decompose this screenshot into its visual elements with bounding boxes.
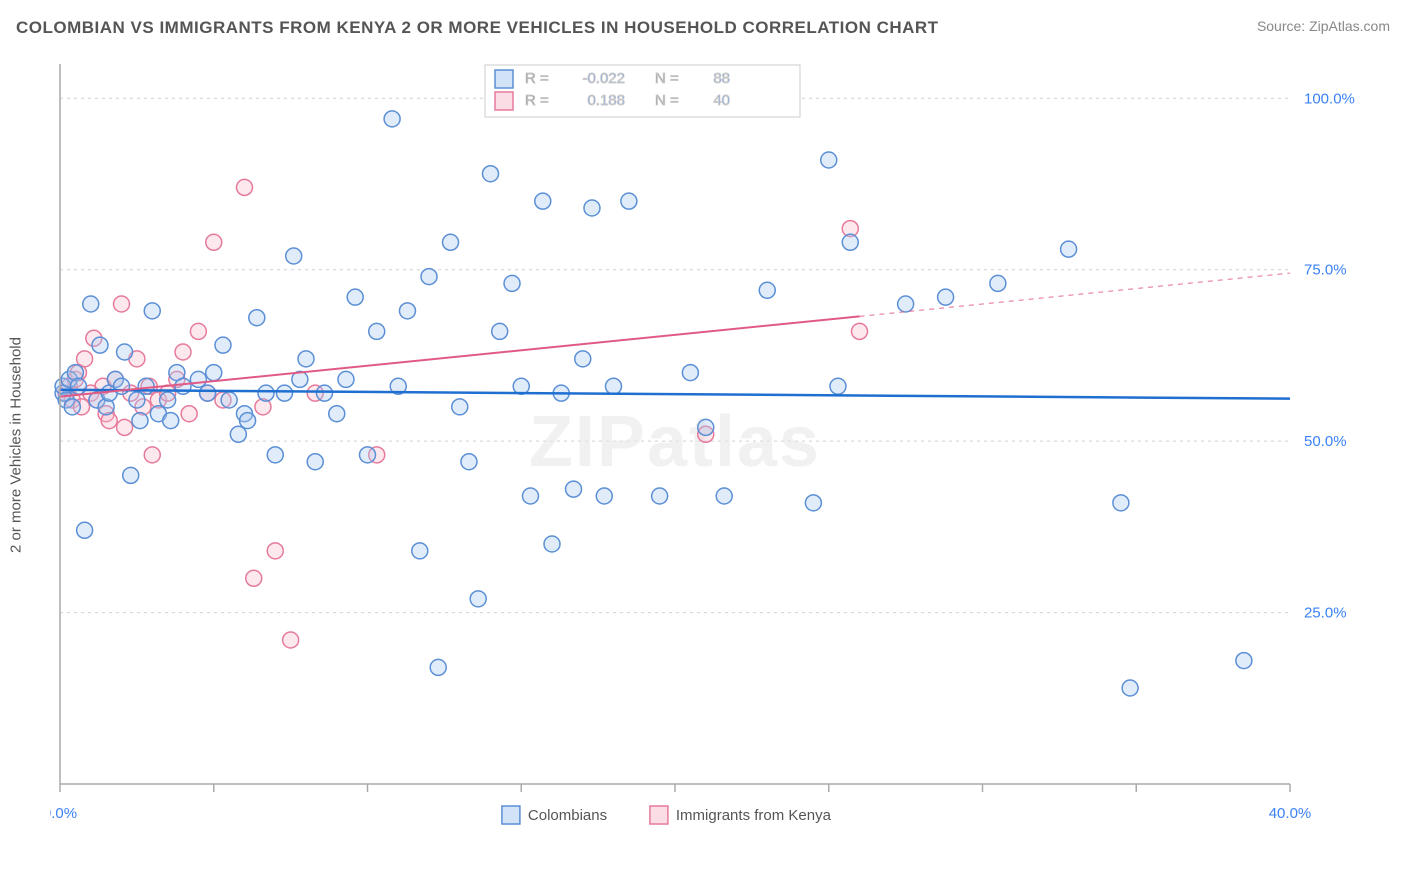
svg-text:75.0%: 75.0% <box>1304 262 1347 279</box>
svg-text:R =: R = <box>525 70 549 87</box>
svg-text:50.0%: 50.0% <box>1304 433 1347 450</box>
y-axis-label: 2 or more Vehicles in Household <box>8 337 25 553</box>
svg-text:25.0%: 25.0% <box>1304 605 1347 622</box>
chart-title: COLOMBIAN VS IMMIGRANTS FROM KENYA 2 OR … <box>16 18 939 37</box>
scatter-chart: 25.0% 50.0% 75.0% 100.0% ZIPatlas 0.0% 40.0% R … <box>50 60 1370 830</box>
svg-text:-0.022: -0.022 <box>582 70 625 87</box>
svg-text:ZIPatlas: ZIPatlas <box>529 402 821 482</box>
svg-text:N =: N = <box>655 70 679 87</box>
source-label: Source: ZipAtlas.com <box>1257 18 1390 34</box>
svg-text:40.0%: 40.0% <box>1269 805 1312 822</box>
chart-area: 2 or more Vehicles in Household 25.0%50.… <box>50 60 1370 830</box>
svg-text:N =: N = <box>655 92 679 109</box>
svg-text:0.0%: 0.0% <box>50 805 77 822</box>
svg-text:Colombians: Colombians <box>528 807 607 824</box>
svg-text:0.188: 0.188 <box>587 92 625 109</box>
svg-text:88: 88 <box>713 70 730 87</box>
svg-text:Immigrants from Kenya: Immigrants from Kenya <box>676 807 832 824</box>
svg-text:40: 40 <box>713 92 730 109</box>
svg-text:100.0%: 100.0% <box>1304 90 1355 107</box>
svg-text:R =: R = <box>525 92 549 109</box>
